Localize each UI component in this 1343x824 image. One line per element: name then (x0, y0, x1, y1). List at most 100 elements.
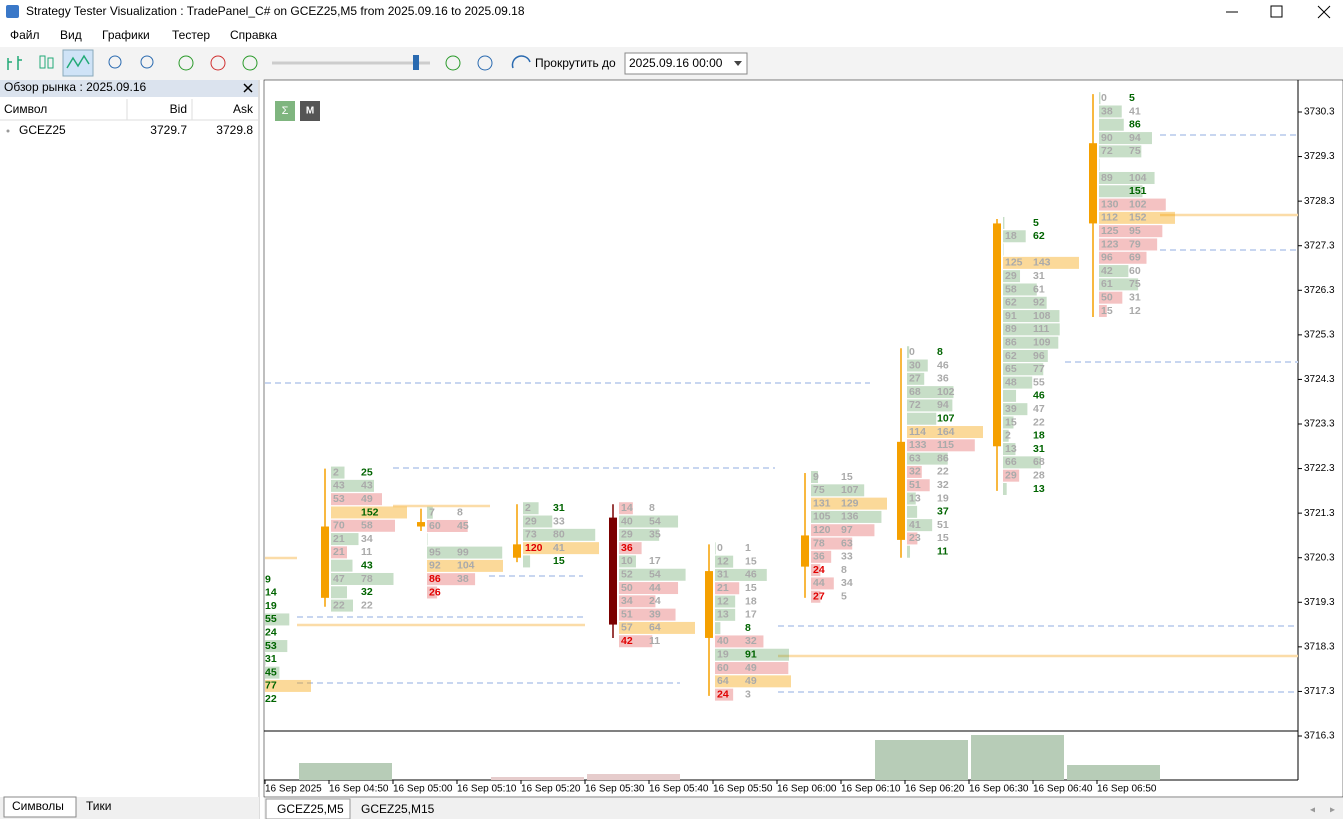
ask-volume: 151 (1129, 185, 1147, 197)
volume-cell (523, 555, 531, 568)
bid-volume: 26 (429, 586, 441, 598)
ask-volume: 32 (361, 586, 373, 598)
zoom-in[interactable] (108, 55, 122, 69)
slider-thumb[interactable] (413, 55, 419, 70)
volume-cell (619, 555, 636, 568)
x-tick-label: 16 Sep 06:50 (1097, 784, 1157, 795)
levels (265, 134, 1298, 693)
price[interactable]: 3729.7 (150, 123, 187, 137)
volume-cell (1099, 291, 1123, 304)
y-tick-label: 3717.3 (1304, 686, 1335, 697)
column-header[interactable]: Символ (4, 102, 47, 116)
mode-button[interactable] (300, 101, 320, 121)
ask-volume: 18 (745, 595, 757, 607)
symbol-dot (6, 129, 10, 133)
bid-volume: 43 (333, 480, 345, 492)
panel-tab[interactable]: Символы (12, 799, 64, 813)
panel-tab[interactable]: Тики (86, 799, 111, 813)
x-tick-label: 16 Sep 06:10 (841, 784, 901, 795)
menu-item[interactable]: Тестер (172, 28, 210, 42)
volume-cell (1003, 482, 1007, 495)
step-button[interactable] (477, 55, 493, 71)
scroll-left[interactable]: ◂ (1310, 805, 1315, 816)
price[interactable]: 3729.8 (216, 123, 253, 137)
symbol[interactable]: GCEZ25 (19, 123, 66, 137)
tool-candles (47, 57, 54, 69)
ask-volume: 45 (457, 520, 469, 532)
bid-volume: 96 (1101, 252, 1113, 264)
menu-item[interactable]: Справка (230, 28, 277, 42)
ask-volume: 102 (937, 386, 955, 398)
volume-cell (619, 635, 653, 648)
orange-levels (265, 213, 1298, 658)
play-button[interactable] (178, 55, 194, 71)
ask-volume: 92 (1033, 297, 1045, 309)
bid-volume: 89 (1101, 172, 1113, 184)
volume-cell (427, 573, 476, 586)
ask-volume: 9 (265, 573, 271, 585)
market-watch-title: Обзор рынка : 2025.09.16 (4, 80, 146, 94)
rewind-button[interactable] (242, 55, 258, 71)
ask-volume: 77 (265, 680, 277, 692)
x-tick-label: 16 Sep 05:50 (713, 784, 773, 795)
volume-cell (1003, 403, 1028, 416)
sum-label[interactable]: Σ (282, 105, 289, 117)
ask-volume: 129 (841, 497, 859, 509)
bid-volume: 50 (1101, 291, 1113, 303)
ask-volume: 115 (937, 439, 954, 451)
menu-item[interactable]: Вид (60, 28, 82, 42)
tab-active[interactable] (3, 796, 77, 818)
date-input[interactable] (624, 52, 748, 75)
sum-button[interactable] (275, 101, 295, 121)
mode-label[interactable]: M (306, 106, 314, 117)
bid-volume: 62 (1005, 297, 1017, 309)
menu-item[interactable]: Файл (10, 28, 40, 42)
tool-candles[interactable] (39, 55, 46, 69)
ask-volume: 11 (649, 635, 660, 647)
ask-volume: 25 (361, 466, 373, 478)
ask-volume: 95 (1129, 225, 1141, 237)
zoom-out[interactable] (140, 55, 154, 69)
y-tick-label: 3718.3 (1304, 641, 1335, 652)
ask-volume: 152 (361, 506, 379, 518)
volume-cell (331, 599, 353, 612)
stop-button[interactable] (210, 55, 226, 71)
y-tick-label: 3729.3 (1304, 151, 1335, 162)
date-dropdown[interactable] (734, 61, 742, 66)
volume-cell (1099, 158, 1100, 171)
column-header[interactable]: Ask (233, 102, 254, 116)
volume-cell (907, 359, 928, 372)
volume-cell (907, 372, 925, 385)
bid-volume: 38 (1101, 105, 1113, 117)
ask-volume: 22 (265, 693, 277, 705)
menu-item[interactable]: Графики (102, 28, 150, 42)
ask-volume: 49 (745, 675, 757, 687)
volume-cell (811, 577, 834, 590)
column-header[interactable]: Bid (170, 102, 187, 116)
scroll-right[interactable]: ▸ (1330, 805, 1335, 816)
volume-cell (715, 555, 734, 568)
panel-close[interactable] (243, 83, 253, 93)
chart-tab[interactable]: GCEZ25,M15 (361, 802, 435, 816)
fast-forward[interactable] (445, 55, 461, 71)
bid-volume: 47 (333, 573, 345, 585)
volume-cell (523, 542, 599, 555)
ask-volume: 111 (1033, 323, 1050, 335)
tool-bars[interactable] (7, 56, 22, 70)
candle-body (417, 522, 425, 527)
ask-volume: 33 (553, 515, 565, 527)
ask-volume: 24 (265, 627, 277, 639)
ask-volume: 8 (649, 502, 655, 514)
volume-cell (1003, 243, 1004, 256)
chart-tab[interactable]: GCEZ25,M5 (277, 802, 344, 816)
ask-volume: 5 (1129, 92, 1135, 104)
ask-volume: 11 (361, 546, 372, 558)
volume-bar (299, 763, 392, 780)
date-value[interactable]: 2025.09.16 00:00 (629, 56, 723, 70)
maximize-button[interactable] (1270, 5, 1283, 18)
bid-volume: 120 (525, 542, 543, 554)
volume-cell (907, 399, 953, 412)
bid-volume: 133 (909, 439, 927, 451)
close-button[interactable] (1317, 5, 1331, 19)
y-tick-label: 3730.3 (1304, 107, 1335, 118)
